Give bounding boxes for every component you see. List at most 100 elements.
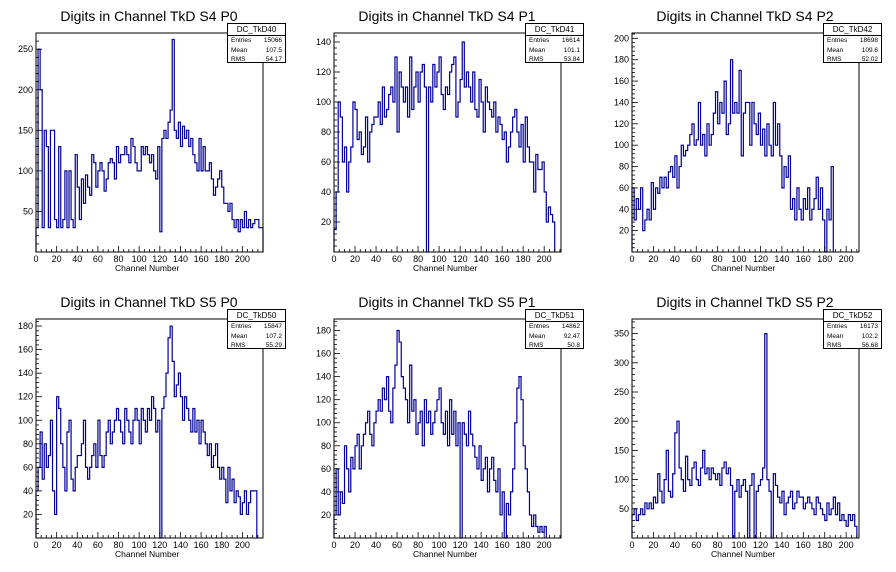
stats-value: 101.1 <box>563 46 580 54</box>
plot-title: Digits in Channel TkD S5 P0 <box>60 294 238 310</box>
stats-value: 107.5 <box>265 46 282 54</box>
x-tick-label: 60 <box>392 540 402 550</box>
y-tick-label: 80 <box>619 162 629 172</box>
plot-frame <box>631 318 860 539</box>
stats-value: 16173 <box>859 323 878 330</box>
x-tick-label: 80 <box>413 540 423 550</box>
plot-title: Digits in Channel TkD S5 P2 <box>656 294 834 310</box>
histogram-svg: 0 20 40 60 80 100 120 140 160 180 200 50 100 150 200 25… <box>614 318 860 550</box>
plot-title: Digits in Channel TkD S4 P2 <box>656 8 834 24</box>
plot-frame <box>631 32 860 253</box>
plot-title: Digits in Channel TkD S4 P0 <box>60 8 238 24</box>
stats-value: 92.47 <box>563 332 580 340</box>
x-tick-label: 200 <box>839 254 854 264</box>
y-tick-label: 120 <box>18 392 33 402</box>
histogram-pad-s4-p1: Digits in Channel TkD S4 P1 0 20 40 60 80 100 1… <box>298 0 596 286</box>
stats-row-mean: Mean 109.6 <box>824 46 881 56</box>
x-axis-title: Channel Number <box>115 549 180 559</box>
stats-histogram-name: DC_TkD41 <box>526 24 583 36</box>
histogram-svg: 0 20 40 60 80 100 120 140 160 180 200 50 100 150 200 25… <box>18 32 264 264</box>
x-tick-label: 180 <box>817 540 832 550</box>
x-tick-label: 20 <box>52 540 62 550</box>
x-tick-label: 40 <box>371 254 381 264</box>
stats-value: 52.02 <box>861 56 878 63</box>
stats-histogram-name: DC_TkD42 <box>824 24 881 36</box>
x-tick-label: 20 <box>52 254 62 264</box>
stats-value: 109.6 <box>861 46 878 54</box>
y-tick-label: 200 <box>18 85 33 95</box>
y-tick-label: 140 <box>316 372 331 382</box>
plot-frame <box>35 32 264 253</box>
x-tick-label: 100 <box>732 540 747 550</box>
stats-label: Entries <box>827 37 848 44</box>
stats-row-rms: RMS 50.8 <box>526 341 583 351</box>
y-tick-label: 100 <box>316 418 331 428</box>
stats-label: RMS <box>827 342 842 349</box>
x-tick-label: 0 <box>331 540 336 550</box>
histogram-pad-s4-p0: Digits in Channel TkD S4 P0 0 20 40 60 80 100 1… <box>0 0 298 286</box>
x-tick-label: 40 <box>670 254 680 264</box>
stats-label: RMS <box>529 56 544 63</box>
stats-value: 54.17 <box>265 56 282 63</box>
stats-label: Mean <box>827 46 844 54</box>
stats-value: 102.2 <box>861 332 878 340</box>
x-tick-label: 0 <box>629 540 634 550</box>
stats-label: Entries <box>231 37 252 44</box>
histogram-line <box>333 329 547 539</box>
x-tick-label: 100 <box>732 254 747 264</box>
stats-value: 18698 <box>859 37 878 44</box>
y-tick-label: 80 <box>321 441 331 451</box>
x-axis-title: Channel Number <box>413 549 478 559</box>
histogram-line <box>631 333 858 539</box>
stats-histogram-name: DC_TkD51 <box>526 310 583 322</box>
stats-label: Entries <box>231 323 252 330</box>
x-tick-label: 40 <box>371 540 381 550</box>
x-tick-label: 200 <box>839 540 854 550</box>
histogram-svg: 0 20 40 60 80 100 120 140 160 180 200 20 40 60 80 100 12… <box>614 32 860 264</box>
y-tick-label: 140 <box>316 37 331 47</box>
stats-box: DC_TkD40 Entries 15066 Mean 107.5 RMS 54.17 <box>227 23 286 63</box>
y-tick-label: 200 <box>614 33 629 43</box>
y-tick-label: 20 <box>321 217 331 227</box>
x-tick-label: 40 <box>72 254 82 264</box>
stats-row-entries: Entries 14862 <box>526 322 583 332</box>
x-tick-label: 160 <box>194 540 209 550</box>
x-tick-label: 140 <box>173 254 188 264</box>
stats-value: 56.68 <box>861 342 878 349</box>
x-tick-label: 100 <box>432 540 447 550</box>
stats-value: 53.84 <box>563 56 580 63</box>
y-tick-label: 350 <box>614 329 629 339</box>
x-tick-label: 120 <box>753 540 768 550</box>
stats-box: DC_TkD52 Entries 16173 Mean 102.2 RMS 56.68 <box>823 309 882 349</box>
x-tick-label: 180 <box>214 254 229 264</box>
histogram-svg: 0 20 40 60 80 100 120 140 160 180 200 20 40 60 80 100 12… <box>316 32 562 264</box>
x-tick-label: 20 <box>350 254 360 264</box>
stats-row-mean: Mean 102.2 <box>824 332 881 342</box>
y-tick-label: 40 <box>321 187 331 197</box>
stats-row-rms: RMS 54.17 <box>228 55 285 65</box>
stats-row-entries: Entries 16173 <box>824 322 881 332</box>
x-tick-label: 180 <box>516 254 531 264</box>
stats-row-mean: Mean 107.2 <box>228 332 285 342</box>
x-tick-label: 160 <box>495 254 510 264</box>
stats-row-mean: Mean 107.5 <box>228 46 285 56</box>
y-tick-label: 150 <box>614 445 629 455</box>
x-tick-label: 120 <box>152 540 167 550</box>
y-tick-label: 60 <box>23 462 33 472</box>
stats-label: Entries <box>827 323 848 330</box>
x-tick-label: 100 <box>432 254 447 264</box>
stats-value: 50.8 <box>567 342 580 349</box>
stats-label: Mean <box>529 46 546 54</box>
histogram-pad-s5-p2: Digits in Channel TkD S5 P2 0 20 40 60 80 100 1… <box>596 286 894 572</box>
histogram-line <box>333 41 556 253</box>
stats-label: RMS <box>231 342 246 349</box>
plot-frame <box>333 318 562 539</box>
histogram-svg: 0 20 40 60 80 100 120 140 160 180 200 20 40 60 80 100 12… <box>316 318 562 550</box>
stats-row-entries: Entries 18698 <box>824 36 881 46</box>
histogram-pad-s5-p0: Digits in Channel TkD S5 P0 0 20 40 60 80 100 1… <box>0 286 298 572</box>
x-tick-label: 140 <box>774 254 789 264</box>
y-tick-label: 50 <box>619 504 629 514</box>
x-tick-label: 180 <box>214 540 229 550</box>
y-tick-label: 140 <box>614 97 629 107</box>
stats-box: DC_TkD50 Entries 15847 Mean 107.2 RMS 55.29 <box>227 309 286 349</box>
